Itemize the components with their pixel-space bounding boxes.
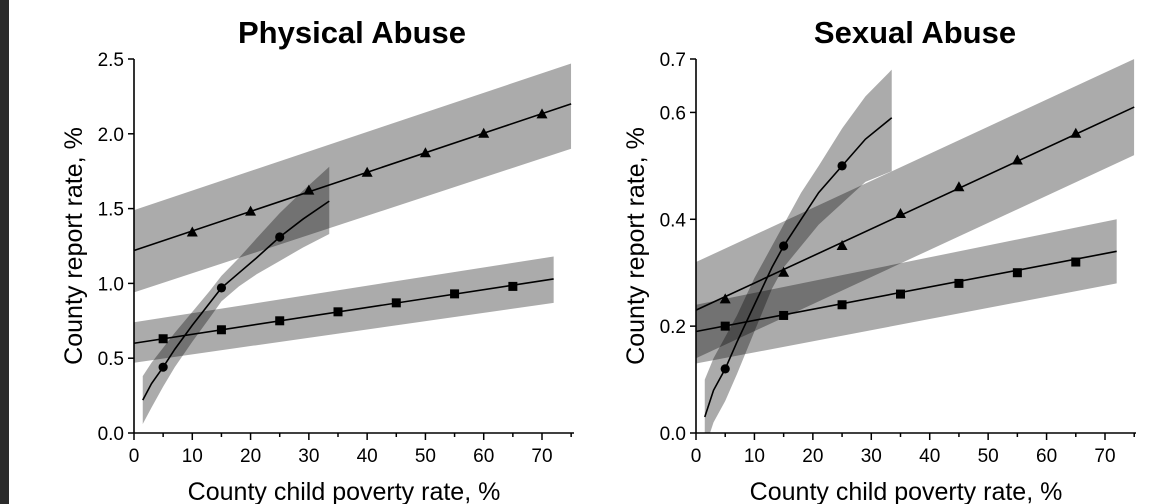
x-tick-label: 20 (240, 446, 261, 467)
x-tick-label: 40 (357, 446, 378, 467)
fit-line-triangle (695, 106, 1135, 311)
figure: 0.0 0.5 1.0 1.5 2.0 2.5 0 10 20 30 40 50 60 70 Physica… (9, 0, 1161, 504)
x-tick-label: 10 (182, 446, 203, 467)
data-point-square (216, 325, 226, 335)
y-tick-label: 1.0 (98, 274, 124, 295)
data-point-triangle (1070, 127, 1082, 138)
data-point-circle (158, 362, 168, 372)
chart-title: Sexual Abuse (814, 15, 1016, 50)
panel-1: 0.0 0.5 1.0 1.5 2.0 2.5 0 10 20 30 40 50 60 70 Physica… (60, 15, 574, 504)
x-tick-label: 70 (1094, 446, 1115, 467)
data-point-triangle (1011, 154, 1023, 165)
x-tick-label: 40 (919, 446, 940, 467)
y-tick-label: 0.0 (98, 424, 124, 445)
data-point-triangle (778, 266, 790, 277)
y-axis-label: County report rate, % (60, 127, 88, 365)
confidence-band-circle (142, 166, 330, 425)
y-tick-label: 1.5 (98, 200, 124, 221)
x-tick-label: 60 (473, 446, 494, 467)
y-tick-label: 0.4 (660, 210, 687, 231)
data-point-square (333, 307, 343, 317)
chart-title: Physical Abuse (238, 15, 466, 50)
data-point-triangle (303, 184, 315, 195)
x-tick-label: 0 (129, 446, 140, 467)
x-axis-label: County child poverty rate, % (750, 478, 1063, 504)
y-axis-label: County report rate, % (622, 127, 650, 365)
data-point-square (779, 310, 789, 320)
y-tick-label: 0.5 (98, 349, 124, 370)
data-point-circle (720, 364, 730, 374)
data-point-square (158, 334, 168, 344)
data-point-triangle (719, 293, 731, 304)
data-point-square (391, 298, 401, 308)
fit-line-square (133, 278, 554, 345)
data-point-triangle (245, 205, 257, 216)
data-point-triangle (895, 207, 906, 218)
x-tick-label: 0 (691, 446, 702, 467)
data-point-triangle (478, 127, 490, 138)
x-axis-label: County child poverty rate, % (188, 478, 501, 504)
panel-2: 0.0 0.2 0.4 0.6 0.7 0 10 20 30 40 50 60 70 Sexual Abu… (622, 15, 1136, 504)
data-point-square (275, 316, 285, 326)
data-point-triangle (186, 226, 198, 237)
x-tick-label: 30 (861, 446, 882, 467)
fit-line-square (695, 250, 1117, 333)
y-tick-label: 0.2 (660, 317, 686, 338)
confidence-bands (696, 59, 1135, 433)
data-point-circle (779, 241, 789, 251)
data-point-square (896, 289, 905, 299)
confidence-band-circle (704, 69, 892, 433)
x-tick-label: 50 (415, 446, 436, 467)
x-tick-label: 70 (531, 446, 552, 467)
data-point-triangle (419, 147, 431, 158)
x-tick-label: 20 (802, 446, 823, 467)
confidence-bands (134, 63, 572, 425)
y-tick-label: 0.7 (660, 50, 686, 71)
y-tick-label: 2.5 (98, 50, 124, 71)
data-point-triangle (361, 166, 373, 177)
data-point-square (450, 289, 460, 299)
data-point-square (954, 278, 964, 288)
data-point-square (720, 321, 730, 331)
data-point-square (1071, 257, 1081, 267)
x-tick-label: 30 (298, 446, 319, 467)
data-point-triangle (536, 108, 548, 119)
confidence-band-square (134, 256, 554, 363)
y-tick-label: 0.6 (660, 103, 686, 124)
x-tick-label: 60 (1036, 446, 1057, 467)
data-point-square (508, 281, 518, 291)
charts-svg: 0.0 0.5 1.0 1.5 2.0 2.5 0 10 20 30 40 50 60 70 Physica… (60, 15, 1136, 504)
x-tick-label: 10 (744, 446, 765, 467)
data-point-circle (275, 232, 285, 242)
data-point-square (837, 300, 847, 310)
data-point-circle (216, 283, 227, 293)
x-tick-label: 50 (978, 446, 999, 467)
y-tick-label: 2.0 (98, 125, 124, 146)
data-point-circle (837, 161, 847, 171)
y-tick-label: 0.0 (660, 424, 686, 445)
data-point-triangle (953, 181, 965, 192)
data-point-square (1012, 268, 1022, 278)
data-point-triangle (836, 240, 848, 250)
fit-line-triangle (133, 103, 572, 252)
